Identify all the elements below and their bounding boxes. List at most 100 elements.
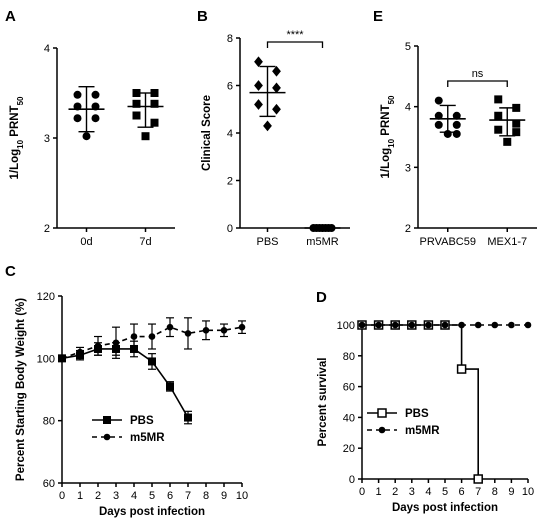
data-point <box>91 90 100 99</box>
data-point <box>524 321 532 329</box>
data-point <box>132 89 141 97</box>
subscript: 50 <box>387 95 396 104</box>
subscript: 10 <box>16 139 25 148</box>
x-tick-label: 7d <box>139 236 151 248</box>
y-tick-label: 60 <box>43 478 55 490</box>
x-tick-label: 2 <box>95 490 101 502</box>
y-tick-label: 5 <box>405 41 411 53</box>
data-point <box>58 355 66 362</box>
data-point <box>263 120 272 132</box>
x-tick-label: 9 <box>508 486 514 498</box>
x-tick-label: 5 <box>442 486 448 498</box>
x-tick-label: 7 <box>475 486 481 498</box>
data-point <box>254 99 263 110</box>
x-tick-label: 1 <box>376 486 382 498</box>
panel-letter: D <box>316 289 327 306</box>
x-tick-label: 0 <box>359 486 365 498</box>
y-axis-label: Percent Starting Body Weight (%) <box>15 298 27 481</box>
y-tick-label: 3 <box>44 133 50 145</box>
y-tick-label: 4 <box>227 128 233 140</box>
significance-label: **** <box>286 29 304 41</box>
y-tick-label: 4 <box>44 43 50 55</box>
data-point <box>254 80 263 91</box>
significance-label: ns <box>472 68 484 80</box>
y-tick-label: 2 <box>44 223 50 235</box>
data-point <box>508 321 515 329</box>
data-point <box>141 132 150 141</box>
x-tick-label: PRVABC59 <box>420 236 476 248</box>
data-point <box>512 119 521 128</box>
data-point <box>512 103 521 112</box>
data-point <box>150 89 159 97</box>
panel-E <box>414 45 537 232</box>
label-part: PRNT <box>380 104 392 139</box>
data-point <box>452 120 461 129</box>
data-point <box>150 99 159 108</box>
data-point <box>184 413 192 422</box>
panel-C <box>58 295 246 487</box>
y-tick-label: 2 <box>227 176 233 188</box>
data-point <box>452 129 461 138</box>
data-point <box>272 65 281 77</box>
data-point <box>494 95 503 104</box>
data-point <box>73 114 82 123</box>
y-tick-label: 40 <box>343 412 355 424</box>
y-axis-label: 1/Log10 PRNT50 <box>380 95 396 179</box>
y-axis-label: Percent survival <box>317 358 329 447</box>
x-tick-label: 6 <box>167 490 173 502</box>
data-point <box>132 99 141 108</box>
data-point <box>184 330 192 337</box>
x-tick-label: 1 <box>77 490 83 502</box>
data-point <box>132 111 141 120</box>
data-point <box>503 137 512 146</box>
legend-label: PBS <box>130 415 154 427</box>
data-point <box>456 364 467 374</box>
panel-letter: B <box>197 8 208 25</box>
legend-marker <box>103 433 111 441</box>
data-point <box>112 339 120 347</box>
data-point <box>166 382 174 391</box>
x-tick-label: 3 <box>113 490 119 502</box>
x-tick-label: 4 <box>425 486 431 498</box>
y-axis-label: 1/Log10 PRNT50 <box>9 96 25 180</box>
data-point <box>474 321 482 329</box>
data-point <box>425 321 432 329</box>
panel-letter: C <box>5 263 16 280</box>
x-tick-label: 4 <box>131 490 137 502</box>
data-point <box>434 120 443 129</box>
legend-marker <box>378 426 386 434</box>
panel-A <box>53 47 175 232</box>
x-tick-label: 10 <box>236 490 248 502</box>
y-tick-label: 8 <box>227 33 233 45</box>
y-tick-label: 100 <box>337 320 355 332</box>
y-tick-label: 2 <box>405 223 411 235</box>
x-axis-label: Days post infection <box>392 502 498 514</box>
data-point <box>202 326 210 334</box>
y-tick-label: 120 <box>37 291 55 303</box>
x-tick-label: 7 <box>185 490 191 502</box>
x-tick-label: 6 <box>459 486 465 498</box>
data-point <box>91 114 100 123</box>
x-tick-label: PBS <box>256 236 278 248</box>
data-point <box>130 333 138 340</box>
y-tick-label: 6 <box>227 81 233 93</box>
x-tick-label: 2 <box>392 486 398 498</box>
y-tick-label: 100 <box>37 353 55 365</box>
x-tick-label: 8 <box>203 490 209 502</box>
label-part: 1/Log <box>380 148 392 179</box>
x-tick-label: 0 <box>59 490 65 502</box>
data-point <box>434 111 443 120</box>
y-axis-label: Clinical Score <box>201 95 213 171</box>
y-tick-label: 20 <box>343 443 355 455</box>
y-tick-label: 0 <box>349 474 355 486</box>
data-point <box>434 96 443 105</box>
data-point <box>458 321 465 329</box>
subscript: 50 <box>16 96 25 105</box>
x-tick-label: MEX1-7 <box>487 236 527 248</box>
data-point <box>494 111 503 120</box>
y-tick-label: 3 <box>405 162 411 174</box>
data-point <box>76 348 84 356</box>
panel-letter: A <box>5 8 16 25</box>
data-point <box>82 132 91 141</box>
panel-D <box>357 320 532 484</box>
